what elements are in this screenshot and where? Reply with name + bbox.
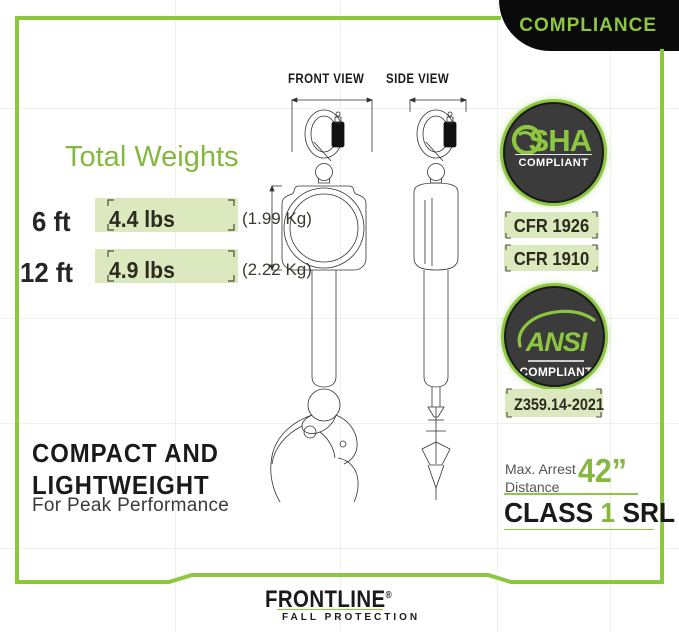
svg-text:ANSI: ANSI (525, 327, 588, 357)
svg-text:COMPLIANT: COMPLIANT (519, 365, 593, 379)
svg-text:SHA: SHA (529, 123, 592, 158)
